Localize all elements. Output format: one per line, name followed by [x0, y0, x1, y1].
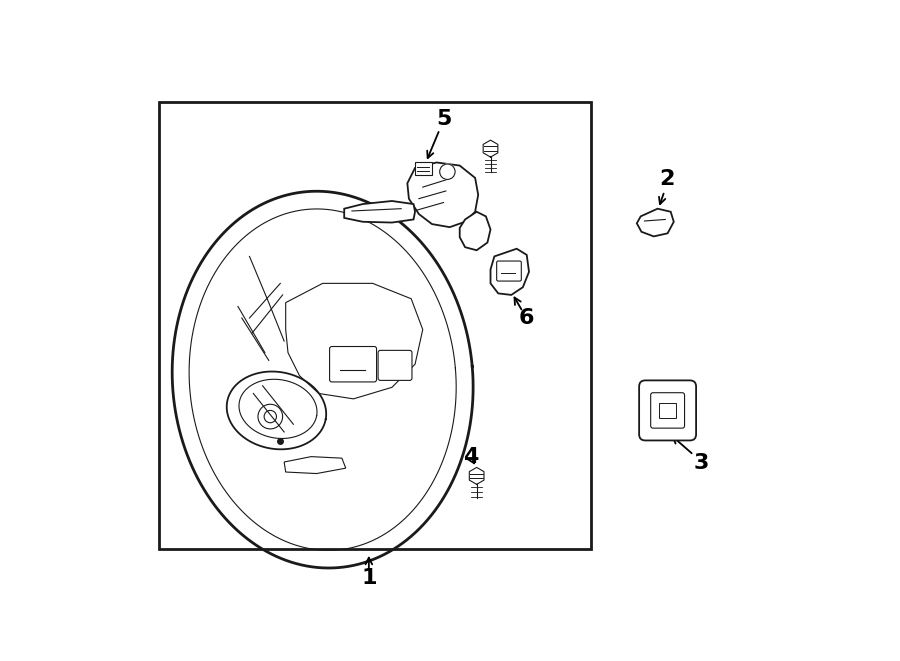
Polygon shape: [285, 284, 423, 399]
Circle shape: [440, 164, 455, 179]
Text: 1: 1: [361, 568, 376, 588]
FancyBboxPatch shape: [651, 393, 685, 428]
Text: 2: 2: [659, 169, 674, 190]
FancyBboxPatch shape: [378, 350, 412, 380]
Text: 5: 5: [436, 109, 452, 130]
FancyBboxPatch shape: [497, 261, 521, 281]
Text: 3: 3: [694, 453, 709, 473]
Text: 6: 6: [519, 308, 535, 328]
FancyBboxPatch shape: [329, 346, 376, 382]
Polygon shape: [491, 249, 529, 295]
Bar: [415, 163, 432, 175]
Bar: [159, 102, 590, 549]
Polygon shape: [460, 212, 491, 251]
Bar: [659, 403, 676, 418]
Polygon shape: [637, 209, 674, 237]
Polygon shape: [284, 457, 346, 473]
Polygon shape: [344, 201, 415, 223]
Text: 4: 4: [463, 447, 478, 467]
Polygon shape: [408, 163, 478, 227]
FancyBboxPatch shape: [639, 380, 696, 440]
Polygon shape: [483, 140, 498, 157]
Polygon shape: [469, 467, 484, 485]
